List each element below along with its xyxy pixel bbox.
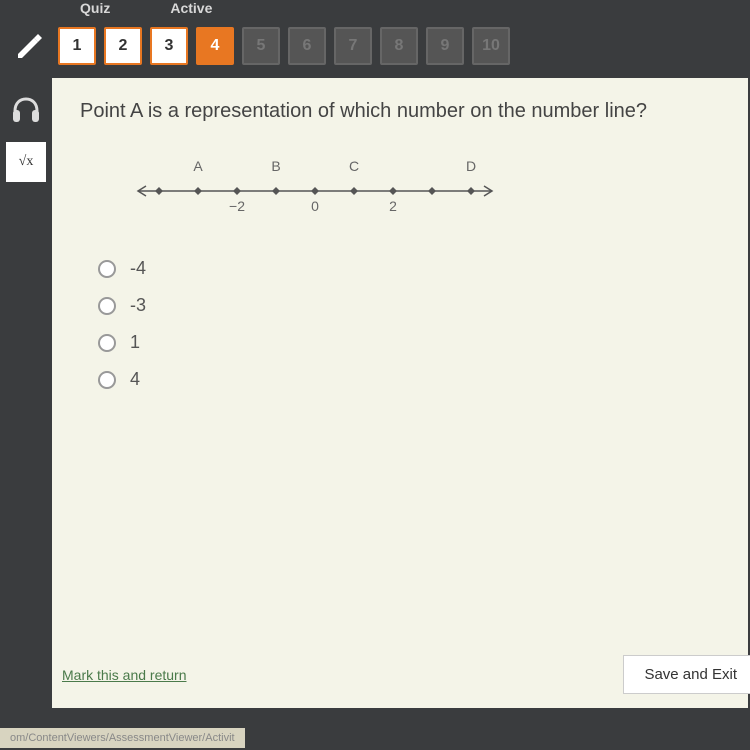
svg-text:D: D — [466, 158, 476, 174]
svg-text:−2: −2 — [229, 198, 245, 214]
question-nav-7: 7 — [334, 27, 372, 65]
option-label: -3 — [130, 295, 146, 316]
svg-text:B: B — [271, 158, 280, 174]
headphones-icon[interactable] — [6, 90, 46, 130]
question-nav-6: 6 — [288, 27, 326, 65]
save-exit-button[interactable]: Save and Exit — [623, 655, 750, 694]
option-row[interactable]: -3 — [98, 295, 720, 316]
question-nav-5: 5 — [242, 27, 280, 65]
option-row[interactable]: -4 — [98, 258, 720, 279]
question-panel: Point A is a representation of which num… — [52, 78, 748, 708]
question-nav-4[interactable]: 4 — [196, 27, 234, 65]
option-label: 1 — [130, 332, 140, 353]
mark-return-link[interactable]: Mark this and return — [62, 667, 187, 683]
header-tab-active: Active — [170, 0, 212, 18]
option-row[interactable]: 1 — [98, 332, 720, 353]
radio-icon[interactable] — [98, 297, 116, 315]
svg-text:A: A — [193, 158, 203, 174]
question-nav-3[interactable]: 3 — [150, 27, 188, 65]
url-preview: om/ContentViewers/AssessmentViewer/Activ… — [0, 728, 245, 748]
question-text: Point A is a representation of which num… — [80, 100, 720, 123]
svg-text:2: 2 — [389, 198, 397, 214]
question-nav-8: 8 — [380, 27, 418, 65]
question-nav-10: 10 — [472, 27, 510, 65]
radio-icon[interactable] — [98, 260, 116, 278]
svg-text:0: 0 — [311, 198, 319, 214]
option-row[interactable]: 4 — [98, 369, 720, 390]
question-nav-1[interactable]: 1 — [58, 27, 96, 65]
radio-icon[interactable] — [98, 371, 116, 389]
question-nav-9: 9 — [426, 27, 464, 65]
option-label: 4 — [130, 369, 140, 390]
header-tab-quiz: Quiz — [80, 0, 110, 18]
question-nav-2[interactable]: 2 — [104, 27, 142, 65]
option-label: -4 — [130, 258, 146, 279]
svg-text:C: C — [349, 158, 359, 174]
formula-tool-icon[interactable]: √x — [6, 142, 46, 182]
radio-icon[interactable] — [98, 334, 116, 352]
number-line-diagram: A B C D −2 0 2 — [120, 153, 720, 228]
pencil-icon[interactable] — [10, 26, 50, 66]
